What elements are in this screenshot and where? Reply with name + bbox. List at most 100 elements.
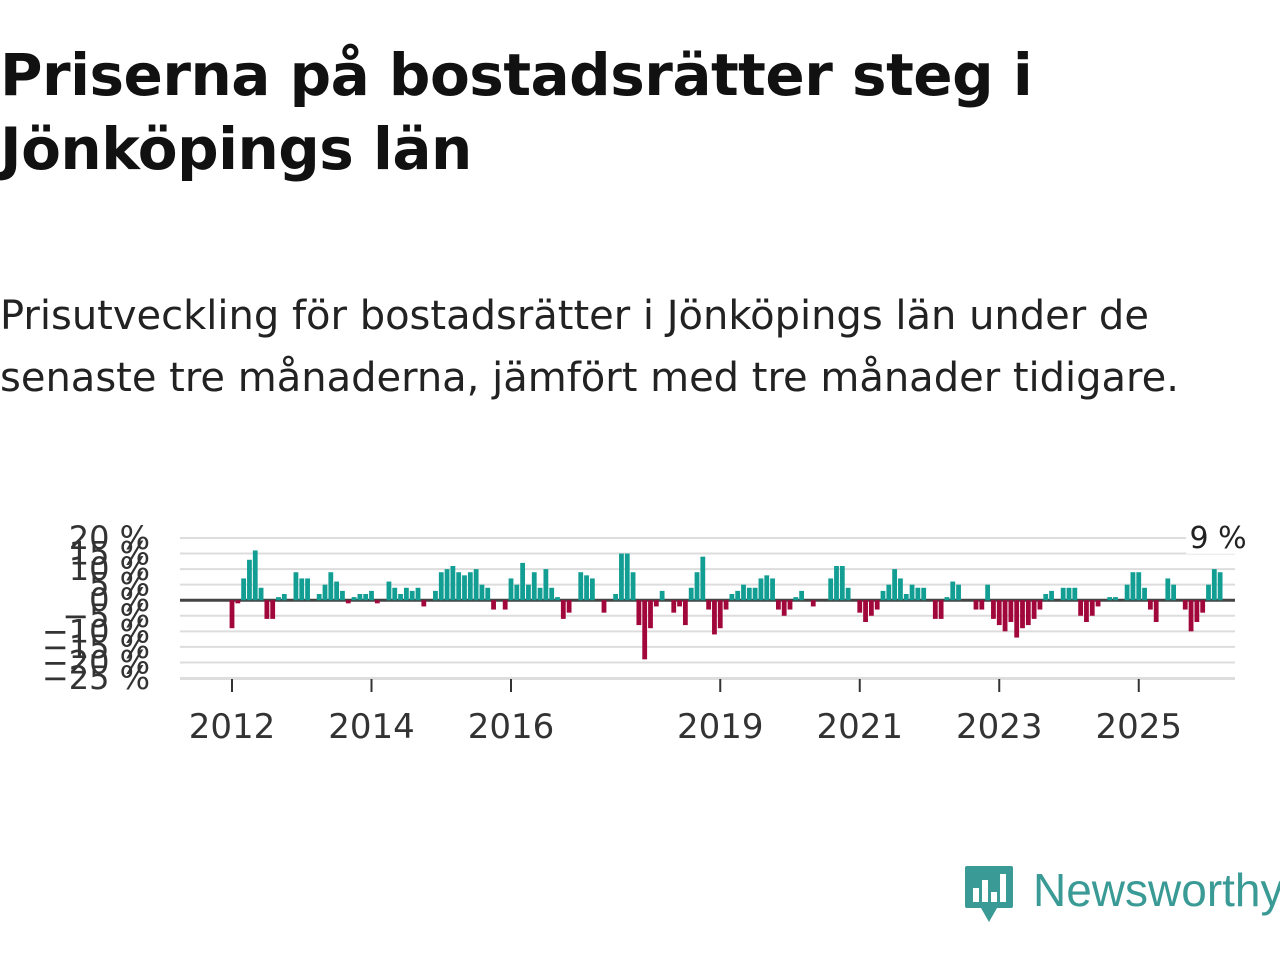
bar (1211, 569, 1217, 601)
bar (1089, 600, 1095, 616)
bar (1194, 600, 1200, 622)
bar (688, 587, 694, 601)
y-tick-label: −25 % (42, 659, 150, 697)
bar (775, 600, 781, 610)
bar (1095, 600, 1101, 607)
bar (363, 594, 369, 601)
bar (578, 572, 584, 601)
bar (741, 584, 746, 601)
bar (1147, 600, 1153, 610)
bar (1078, 600, 1084, 616)
bar (584, 575, 589, 601)
bar (1025, 600, 1031, 626)
bar-series (229, 550, 1223, 660)
bar (328, 572, 334, 601)
bar (956, 584, 961, 601)
bar (659, 590, 665, 601)
bar (642, 600, 648, 660)
y-tick-label: −10 % (42, 612, 150, 650)
bar (799, 590, 805, 601)
y-tick-label: −20 % (42, 643, 150, 681)
bar (706, 600, 712, 610)
bar (276, 597, 281, 601)
bar (473, 569, 479, 601)
bar (247, 559, 252, 601)
bar (386, 581, 392, 601)
bar (723, 600, 729, 610)
bar (752, 587, 758, 601)
bar (1124, 584, 1130, 601)
bar (1136, 572, 1142, 601)
bar (467, 572, 473, 601)
y-tick-label: 10 % (69, 550, 150, 588)
bar (886, 584, 892, 601)
bar (392, 587, 398, 601)
bar (241, 578, 247, 601)
annotation-bg (1186, 517, 1251, 554)
bar (729, 594, 735, 601)
bar (874, 600, 880, 610)
bar (508, 578, 514, 601)
bar (1153, 600, 1159, 622)
bar (828, 578, 834, 601)
bar (351, 597, 357, 601)
bar (1084, 600, 1089, 622)
bar (229, 600, 235, 629)
bar (398, 594, 403, 601)
bar (1206, 584, 1211, 601)
bar (566, 600, 572, 613)
bar (787, 600, 793, 610)
bar (746, 587, 752, 601)
bar (456, 572, 462, 601)
bar (1060, 587, 1066, 601)
y-tick-label: 0 % (89, 581, 150, 619)
bar (991, 600, 996, 619)
bar (403, 587, 409, 601)
bar (793, 597, 799, 601)
y-tick-label: −15 % (42, 628, 150, 666)
bar (1002, 600, 1008, 632)
bar (299, 578, 305, 601)
bar (1008, 600, 1014, 622)
bar (781, 600, 787, 616)
x-tick-label: 2012 (189, 707, 276, 747)
bar (810, 600, 816, 607)
bar (932, 600, 938, 619)
bar (938, 600, 944, 619)
bar (985, 584, 991, 601)
bar (433, 590, 438, 601)
bar (1182, 600, 1188, 610)
bar (1188, 600, 1194, 632)
bar (1217, 572, 1223, 601)
bar (444, 569, 450, 601)
bar (549, 587, 555, 601)
bar (421, 600, 427, 607)
bar (834, 566, 839, 601)
bar (863, 600, 868, 622)
bar (485, 587, 491, 601)
bar (1072, 587, 1078, 601)
bar (345, 600, 351, 604)
bar (438, 572, 444, 601)
bar (1037, 600, 1043, 610)
y-tick-label: 20 % (69, 519, 150, 557)
bar (415, 587, 421, 601)
bar (903, 594, 909, 601)
bar (531, 572, 537, 601)
x-tick-label: 2025 (1095, 707, 1182, 747)
bar (868, 600, 874, 616)
bar (1014, 600, 1020, 638)
bar (502, 600, 508, 610)
bar (613, 594, 619, 601)
bar (1107, 597, 1113, 601)
bar (898, 578, 903, 601)
bar (334, 581, 340, 601)
newsworthy-logo: Newsworthy (963, 862, 1280, 932)
bar (619, 553, 624, 601)
bar (520, 562, 526, 601)
bar (357, 594, 363, 601)
bar (601, 600, 607, 613)
bar (1130, 572, 1136, 601)
x-axis: 2012 2014 2016 2019 2021 2023 2025 (180, 678, 1235, 747)
bar (479, 584, 485, 601)
